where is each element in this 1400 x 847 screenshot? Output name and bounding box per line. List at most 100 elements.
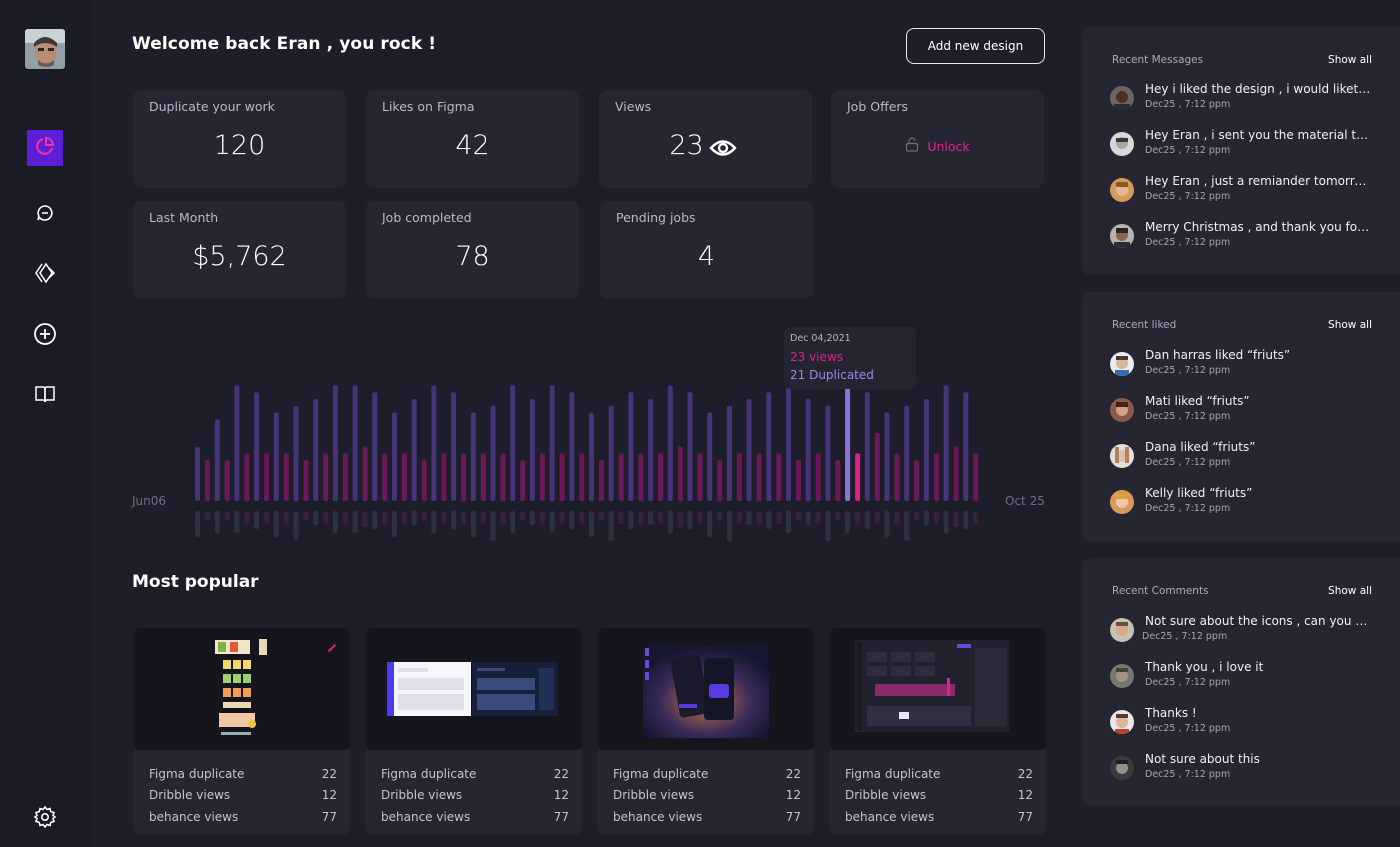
duplicated-bar[interactable] [933, 453, 939, 501]
show-all-messages-link[interactable]: Show all [1328, 54, 1372, 66]
duplicated-bar[interactable] [618, 453, 624, 501]
popular-card[interactable]: Figma duplicate 22 Dribble views 12 behanc… [597, 628, 814, 835]
message-item[interactable]: Merry Christmas , and thank you for th..… [1110, 220, 1372, 254]
duplicated-bar[interactable] [815, 453, 821, 501]
views-bar[interactable] [766, 392, 772, 501]
views-bar[interactable] [214, 419, 220, 501]
user-avatar[interactable] [25, 29, 65, 69]
views-bar[interactable] [273, 412, 279, 501]
design-thumbnail[interactable] [365, 628, 582, 750]
duplicated-bar[interactable] [500, 453, 506, 501]
views-bar[interactable] [589, 412, 594, 501]
messages-nav-button[interactable] [27, 197, 63, 233]
duplicated-bar[interactable] [756, 453, 762, 501]
views-bar[interactable] [687, 392, 693, 501]
views-bar[interactable] [904, 405, 910, 501]
duplicated-bar[interactable] [579, 453, 585, 501]
duplicated-bar[interactable] [441, 453, 447, 501]
show-all-comments-link[interactable]: Show all [1328, 585, 1372, 597]
duplicated-bar[interactable] [224, 460, 230, 501]
liked-item[interactable]: Dana liked “friuts” Dec25 , 7:12 ppm [1110, 440, 1372, 474]
views-bar[interactable] [608, 405, 614, 501]
duplicated-bar[interactable] [323, 453, 329, 501]
views-bar[interactable] [490, 405, 496, 501]
duplicated-bar[interactable] [402, 453, 407, 501]
liked-item[interactable]: Dan harras liked “friuts” Dec25 , 7:12 p… [1110, 348, 1372, 382]
message-item[interactable]: Hey i liked the design , i would liketo … [1110, 82, 1372, 116]
views-bar[interactable] [392, 412, 397, 501]
comment-item[interactable]: Thank you , i love it Dec25 , 7:12 ppm [1110, 660, 1372, 694]
duplicated-bar[interactable] [697, 453, 703, 501]
duplicated-bar[interactable] [914, 460, 920, 501]
views-bar[interactable] [549, 385, 555, 501]
duplicated-bar[interactable] [658, 453, 664, 501]
design-thumbnail[interactable] [597, 628, 814, 750]
duplicated-bar[interactable] [638, 453, 644, 501]
views-bar[interactable] [195, 446, 200, 501]
views-bar[interactable] [746, 399, 752, 501]
popular-card[interactable]: Figma duplicate 22 Dribble views 12 behanc… [829, 628, 1046, 835]
unlock-button[interactable]: Unlock [831, 137, 1044, 155]
duplicated-bar[interactable] [264, 453, 270, 501]
liked-item[interactable]: Kelly liked “friuts” Dec25 , 7:12 ppm [1110, 486, 1372, 520]
views-bar[interactable] [667, 385, 673, 501]
dashboard-nav-button[interactable] [27, 130, 63, 166]
views-bar[interactable] [845, 385, 851, 501]
views-bar[interactable] [786, 385, 791, 501]
views-bar[interactable] [411, 399, 417, 501]
duplicated-bar[interactable] [539, 453, 545, 501]
layers-nav-button[interactable] [27, 257, 63, 293]
duplicated-bar[interactable] [342, 453, 348, 501]
views-bar[interactable] [569, 392, 575, 501]
views-bar[interactable] [234, 385, 240, 501]
show-all-liked-link[interactable]: Show all [1328, 319, 1372, 331]
duplicated-bar[interactable] [835, 460, 841, 501]
edit-pencil-icon[interactable] [326, 639, 338, 658]
views-bar[interactable] [254, 392, 260, 501]
comment-item[interactable]: Thanks ! Dec25 , 7:12 ppm [1110, 706, 1372, 740]
duplicated-bar[interactable] [855, 453, 861, 501]
duplicated-bar[interactable] [303, 460, 309, 501]
views-bar[interactable] [352, 385, 358, 501]
views-bar[interactable] [332, 385, 338, 501]
views-bar[interactable] [943, 385, 949, 501]
duplicated-bar[interactable] [461, 453, 467, 501]
duplicated-bar[interactable] [717, 460, 723, 501]
duplicated-bar[interactable] [362, 446, 368, 501]
views-bar[interactable] [726, 405, 732, 501]
views-bar[interactable] [864, 392, 870, 501]
views-bar[interactable] [313, 399, 319, 501]
design-thumbnail[interactable] [829, 628, 1046, 750]
add-nav-button[interactable] [27, 318, 63, 354]
duplicated-bar[interactable] [559, 453, 565, 501]
docs-nav-button[interactable] [27, 378, 63, 414]
duplicated-bar[interactable] [894, 453, 900, 501]
message-item[interactable]: Hey Eran , i sent you the material to...… [1110, 128, 1372, 162]
duplicated-bar[interactable] [776, 453, 782, 501]
views-bar[interactable] [451, 392, 457, 501]
duplicated-bar[interactable] [244, 453, 250, 501]
duplicated-bar[interactable] [953, 446, 959, 501]
comment-item[interactable]: Not sure about the icons , can you sug..… [1110, 614, 1372, 648]
duplicated-bar[interactable] [736, 453, 742, 501]
duplicated-bar[interactable] [382, 453, 388, 501]
duplicated-bar[interactable] [421, 460, 427, 501]
settings-nav-button[interactable] [27, 801, 63, 837]
views-bar[interactable] [293, 405, 299, 501]
views-bar[interactable] [963, 392, 969, 501]
views-bar[interactable] [510, 385, 516, 501]
duplicated-bar[interactable] [480, 453, 486, 501]
views-bar[interactable] [805, 399, 811, 501]
duplicated-bar[interactable] [874, 433, 880, 501]
views-bar[interactable] [825, 405, 831, 501]
views-bar[interactable] [529, 399, 535, 501]
views-bar[interactable] [884, 412, 890, 501]
duplicated-bar[interactable] [796, 460, 801, 501]
views-bar[interactable] [431, 385, 437, 501]
add-new-design-button[interactable]: Add new design [906, 28, 1045, 64]
duplicated-bar[interactable] [205, 460, 210, 501]
popular-card[interactable]: Figma duplicate 22 Dribble views 12 behanc… [133, 628, 350, 835]
views-bar[interactable] [470, 412, 476, 501]
duplicated-bar[interactable] [973, 453, 979, 501]
duplicated-bar[interactable] [520, 460, 526, 501]
